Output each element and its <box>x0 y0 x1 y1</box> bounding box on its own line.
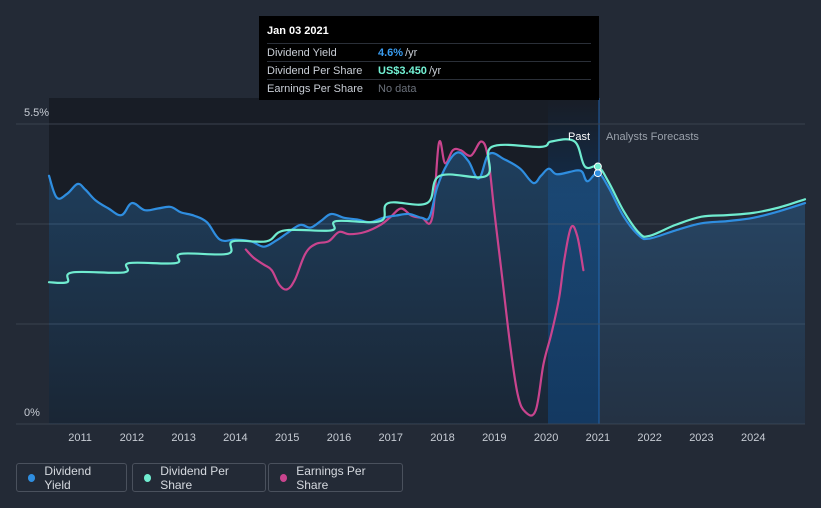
past-label: Past <box>568 131 590 143</box>
tooltip-row-yield: Dividend Yield 4.6% /yr <box>267 43 591 61</box>
dividend-yield-marker <box>593 169 602 178</box>
dividend-per-share-marker <box>593 162 602 171</box>
tooltip-value: 4.6% <box>378 46 404 59</box>
tooltip-value: No data <box>378 82 417 95</box>
tooltip-date: Jan 03 2021 <box>267 25 329 37</box>
legend-label: Dividend Yield <box>44 463 92 492</box>
x-tick-label: 2012 <box>120 432 144 444</box>
hover-markers <box>593 162 602 178</box>
tooltip: Jan 03 2021 Dividend Yield 4.6% /yr Divi… <box>259 16 599 100</box>
x-tick-label: 2018 <box>430 432 454 444</box>
tooltip-unit: /yr <box>428 64 442 77</box>
tooltip-row-dps: Dividend Per Share US$3.450 /yr <box>267 61 591 79</box>
x-tick-label: 2022 <box>637 432 661 444</box>
x-tick-label: 2013 <box>171 432 195 444</box>
tooltip-row-eps: Earnings Per Share No data <box>267 79 591 97</box>
x-tick-label: 2023 <box>689 432 713 444</box>
tooltip-value: US$3.450 <box>378 64 427 77</box>
legend-item-dividend-yield[interactable]: Dividend Yield <box>16 463 127 492</box>
x-tick-label: 2021 <box>586 432 610 444</box>
y-tick-bottom: 0% <box>24 407 40 419</box>
legend-label: Earnings Per Share <box>296 463 366 492</box>
legend-dot-icon <box>28 473 36 482</box>
x-tick-label: 2020 <box>534 432 558 444</box>
x-tick-label: 2016 <box>327 432 351 444</box>
x-tick-label: 2024 <box>741 432 765 444</box>
legend-item-dividend-per-share[interactable]: Dividend Per Share <box>132 463 266 492</box>
y-tick-top: 5.5% <box>24 107 49 119</box>
tooltip-label: Dividend Per Share <box>267 64 363 77</box>
x-axis-ticks: 2011 2012 2013 2014 2015 2016 2017 2018 2019 2020… <box>68 432 765 444</box>
x-tick-label: 2015 <box>275 432 299 444</box>
x-tick-label: 2019 <box>482 432 506 444</box>
x-tick-label: 2011 <box>68 432 92 444</box>
legend-dot-icon <box>144 473 152 482</box>
yield-area <box>49 152 805 424</box>
dividend-per-share-line <box>47 138 807 285</box>
tooltip-label: Earnings Per Share <box>267 82 363 95</box>
tooltip-unit: /yr <box>405 46 418 59</box>
dividend-yield-area <box>49 152 805 424</box>
x-tick-label: 2014 <box>223 432 247 444</box>
x-tick-label: 2017 <box>379 432 403 444</box>
legend-item-earnings-per-share[interactable]: Earnings Per Share <box>268 463 403 492</box>
legend-label: Dividend Per Share <box>160 463 229 492</box>
forecast-label: Analysts Forecasts <box>606 131 699 143</box>
legend-dot-icon <box>280 473 288 482</box>
tooltip-label: Dividend Yield <box>267 46 337 59</box>
earnings-per-share-line <box>244 140 585 417</box>
